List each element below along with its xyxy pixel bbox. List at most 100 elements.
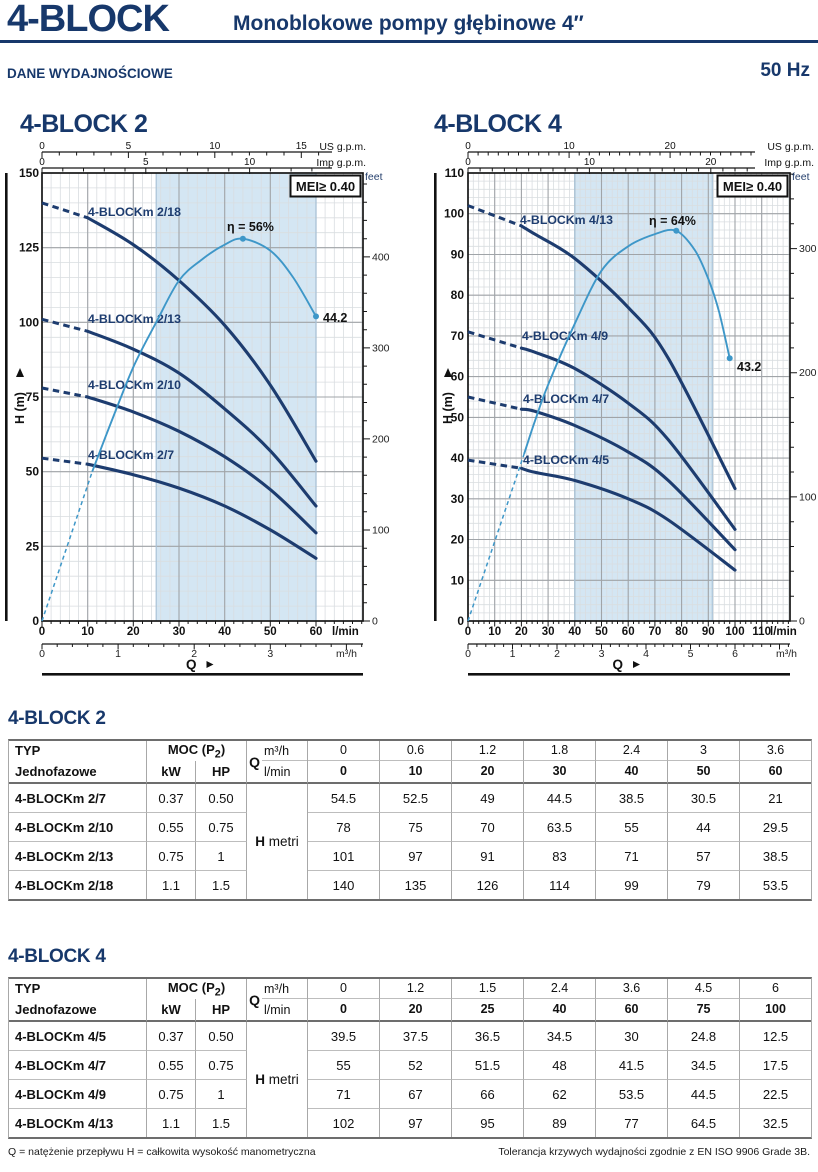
curve-4-blockm-2-13 <box>86 329 318 508</box>
x-tick-label: 50 <box>264 626 277 638</box>
band-edges <box>574 173 713 621</box>
head-value-cell: 71 <box>308 1080 381 1109</box>
kw-value-cell: 0.75 <box>147 1080 196 1109</box>
curve-dashed-4-blockm-2-10 <box>41 386 88 399</box>
head-value-cell: 24.8 <box>668 1022 741 1051</box>
head-value-cell: 22.5 <box>740 1080 812 1109</box>
curve-dashed-4-blockm-4-7 <box>467 395 522 411</box>
head-value-cell: 51.5 <box>452 1051 525 1080</box>
y-tick-label: 10 <box>451 573 465 587</box>
tick-label: 0 <box>39 141 45 152</box>
x-axis-unit: l/min <box>770 626 797 638</box>
head-value-cell: 44.5 <box>668 1080 741 1109</box>
kw-value-cell: 0.75 <box>147 842 196 871</box>
head-value-cell: 64.5 <box>668 1109 741 1137</box>
m3h-value-header: 0 <box>308 979 381 999</box>
y-tick-label: 50 <box>26 465 40 479</box>
pump-name-cell: 4-BLOCKm 4/13 <box>9 1109 147 1137</box>
x-tick-label: 20 <box>127 626 140 638</box>
head-value-cell: 34.5 <box>668 1051 741 1080</box>
type-header: TYP <box>9 741 147 761</box>
lmin-value-header: 20 <box>380 998 453 1022</box>
head-value-cell: 54.5 <box>308 784 381 813</box>
chart-title-4block2: 4-BLOCK 2 <box>20 110 148 138</box>
imp-gpm-axis: 0 5 10 Imp g.p.m. <box>39 157 366 174</box>
efficiency-label: η = 64% <box>649 214 696 228</box>
head-value-cell: 83 <box>524 842 597 871</box>
m3h-tick-label: 0 <box>39 648 45 660</box>
lmin-value-header: 60 <box>596 998 669 1022</box>
lmin-value-header: 0 <box>308 998 381 1022</box>
head-value-cell: 71 <box>596 842 669 871</box>
y-tick-label: 30 <box>451 492 465 506</box>
m3h-axis: 0 1 2 3 m³/h <box>39 643 363 660</box>
head-value-cell: 53.5 <box>596 1080 669 1109</box>
curve-dashed-4-blockm-4-9 <box>467 330 522 350</box>
curve-label: 4-BLOCKm 2/13 <box>88 312 181 326</box>
imp-gpm-axis: 0 10 20 Imp g.p.m. <box>465 157 814 174</box>
footnote-right: Tolerancja krzywych wydajności zgodnie z… <box>498 1146 810 1158</box>
y-tick-label: 75 <box>26 390 40 404</box>
pump-row-4-blockm-2-13: 4-BLOCKm 2/13 0.75 1 101 97 91 83 71 57 38.5 <box>9 842 812 871</box>
efficiency-dashed <box>41 471 93 622</box>
lmin-value-header: 40 <box>524 998 597 1022</box>
header-row-bottom: Jednofazowe kW HP 0 20 25 40 60 75 100 <box>9 998 812 1022</box>
efficiency-end-dot <box>726 355 733 362</box>
grid-minor <box>41 172 363 622</box>
x-tick-label: 60 <box>310 626 323 638</box>
axis-unit-label: Imp g.p.m. <box>316 157 366 169</box>
m3h-value-header: 1.2 <box>380 979 453 999</box>
curve-4-blockm-2-18 <box>86 216 318 463</box>
head-value-cell: 97 <box>380 1109 453 1137</box>
kw-value-cell: 1.1 <box>147 1109 196 1137</box>
mei-label: MEI≥ 0.40 <box>723 179 782 194</box>
lmin-header: l/min <box>264 1002 291 1017</box>
pump-row-4-blockm-4-5: 4-BLOCKm 4/5 0.37 0.50 H metri 39.5 37.5 36.5 3… <box>9 1022 812 1137</box>
m3h-header: m³/h <box>262 979 308 999</box>
feet-axis: 0 100 200 300 400 feet <box>363 171 390 628</box>
hp-value-cell: 0.75 <box>196 1051 248 1080</box>
hp-header: HP <box>196 760 248 784</box>
pump-row-4-blockm-4-9: 4-BLOCKm 4/9 0.75 1 71 67 66 62 53.5 44.5 22.5 <box>9 1080 812 1109</box>
power-header: MOC (P2) <box>147 741 248 761</box>
head-value-cell: 89 <box>524 1109 597 1137</box>
efficiency-curve <box>91 237 317 473</box>
efficiency-end-label: 43.2 <box>737 360 761 374</box>
h-unit-cell: H metri <box>247 1022 309 1137</box>
m3h-value-header: 1.5 <box>452 979 525 999</box>
feet-unit-label: feet <box>365 171 383 183</box>
tick-label: 20 <box>665 141 677 152</box>
head-value-cell: 41.5 <box>596 1051 669 1080</box>
head-value-cell: 66 <box>452 1080 525 1109</box>
tick-label: 5 <box>126 141 132 152</box>
y-tick-label: 70 <box>451 329 465 343</box>
table-title-4block4: 4-BLOCK 4 <box>8 946 106 967</box>
q-header: Q <box>249 753 260 770</box>
m3h-value-header: 2.4 <box>524 979 597 999</box>
y-tick-label: 25 <box>26 539 40 553</box>
y-tick-label: 150 <box>19 166 39 180</box>
lmin-value-header: 50 <box>668 760 741 784</box>
grid-minor <box>467 172 790 622</box>
feet-unit-label: feet <box>792 171 810 183</box>
curve-dashed-4-blockm-4-13 <box>467 204 522 228</box>
m3h-axis-unit: m³/h <box>776 648 797 660</box>
x-tick-label: 30 <box>542 626 555 638</box>
feet-axis: 0 100 200 300 feet <box>790 171 817 628</box>
head-value-cell: 140 <box>308 871 381 899</box>
table-title-4block2: 4-BLOCK 2 <box>8 708 106 729</box>
feet-tick-label: 300 <box>372 342 390 354</box>
head-value-cell: 79 <box>668 871 741 899</box>
power-header: MOC (P2) <box>147 979 248 999</box>
pump-row-4-blockm-2-7: 4-BLOCKm 2/7 0.37 0.50 H metri 54.5 52.5 49 44.… <box>9 784 812 899</box>
duty-range-band <box>574 173 713 621</box>
curve-dashed-4-blockm-2-18 <box>41 201 89 220</box>
type-header: TYP <box>9 979 147 999</box>
kw-value-cell: 0.55 <box>147 813 196 842</box>
head-value-cell: 62 <box>524 1080 597 1109</box>
chart-bottom-rule <box>468 673 790 676</box>
axis-unit-label: Imp g.p.m. <box>764 157 814 169</box>
chart-4-block-2: 0 5 10 15 US g.p.m.0 5 10 Imp g.p.m.01002003004… <box>5 141 390 676</box>
pump-name-cell: 4-BLOCKm 4/7 <box>9 1051 147 1080</box>
